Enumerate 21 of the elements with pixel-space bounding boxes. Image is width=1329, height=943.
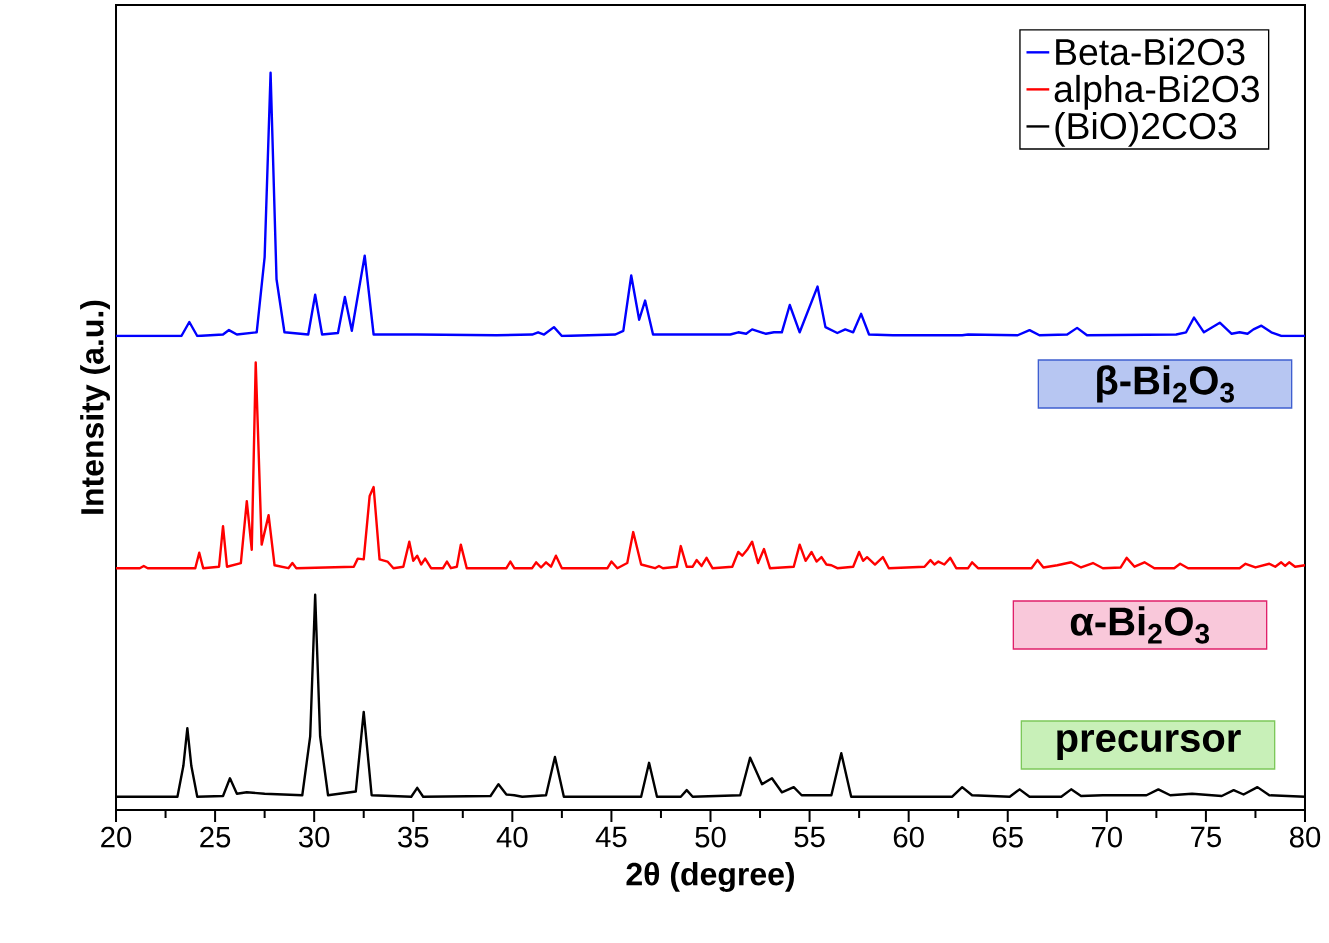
x-axis-title: 2θ (degree) (626, 861, 794, 892)
legend-label: (BiO)2CO3 (1055, 111, 1237, 147)
x-tick-label: 60 (893, 826, 924, 848)
legend-label: Beta-Bi2O3 (1056, 37, 1245, 66)
x-tick-label: 50 (695, 826, 726, 848)
x-tick-label: 70 (1092, 826, 1122, 848)
x-tick-label: 45 (595, 826, 627, 848)
x-tick-label: 35 (398, 826, 429, 848)
y-axis-title: Intensity (a.u.) (80, 300, 110, 514)
x-tick-label: 75 (1191, 826, 1221, 848)
x-tick-label: 65 (992, 826, 1023, 848)
x-tick-label: 55 (794, 826, 825, 848)
annotation: α-Bi$_{2}$O$_{3}$ (1070, 606, 1210, 644)
x-tick-label: 20 (101, 826, 132, 848)
x-tick-label: 30 (298, 826, 330, 848)
x-tick-label: 80 (1289, 826, 1321, 848)
x-tick-label: 40 (496, 826, 528, 848)
annotation: precursor (1057, 730, 1241, 760)
annotation: β-Bi$_{2}$O$_{3}$ (1097, 365, 1234, 403)
legend-label: alpha-Bi2O3 (1054, 74, 1259, 110)
x-tick-label: 25 (200, 826, 231, 848)
